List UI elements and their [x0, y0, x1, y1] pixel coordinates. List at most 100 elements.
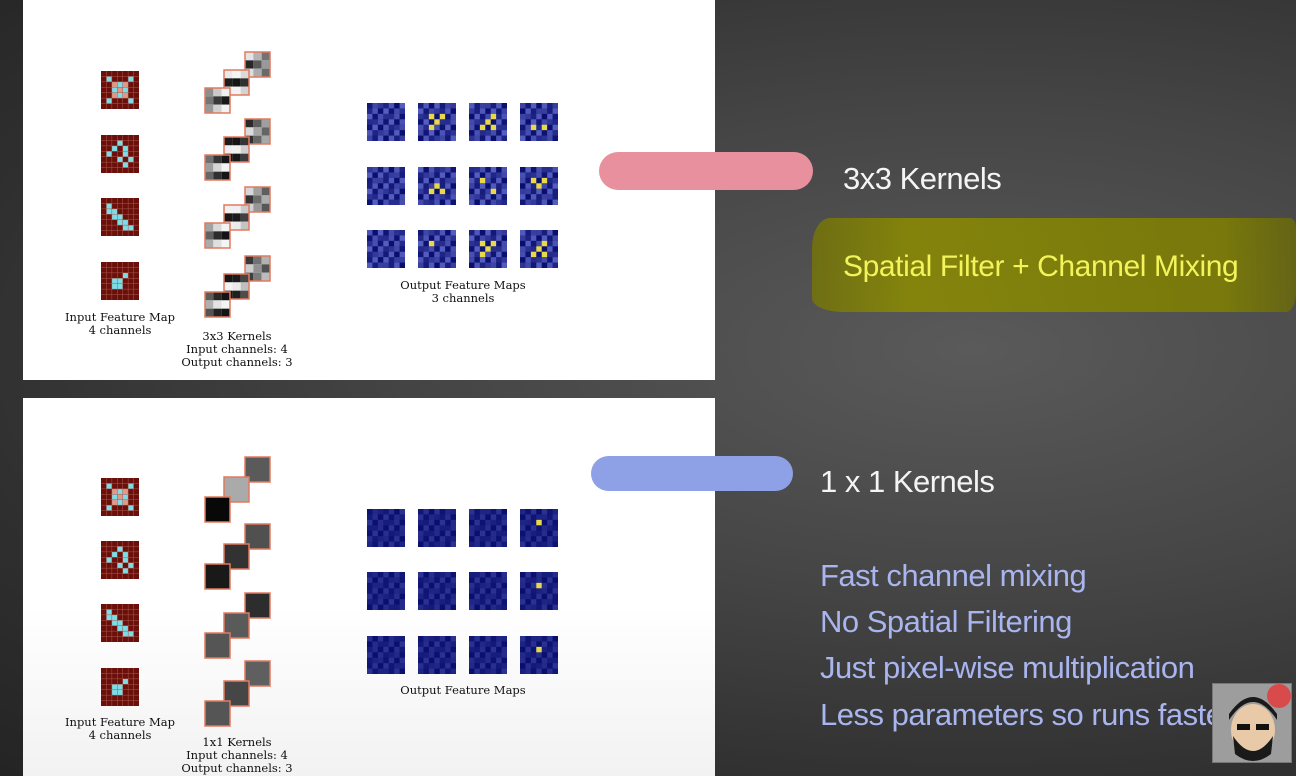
output-map-cell — [547, 588, 553, 594]
output-map-cell — [399, 641, 405, 647]
output-map-cell — [451, 663, 456, 668]
kernel-border — [244, 255, 271, 282]
output-map-cell — [383, 604, 389, 610]
output-map-cell — [536, 246, 542, 252]
output-map-cell — [520, 509, 526, 515]
output-map-cell — [394, 593, 400, 600]
kernel-cell — [253, 68, 262, 77]
output-map-cell — [520, 167, 525, 172]
output-map-cell — [377, 657, 384, 664]
output-map-cell — [451, 572, 456, 577]
output-map-cell — [434, 230, 440, 236]
output-map-cell — [496, 194, 502, 200]
output-map-cell — [536, 536, 542, 542]
output-map-cell — [423, 135, 429, 141]
output-map-cell — [474, 572, 480, 578]
output-map-cell — [394, 658, 399, 663]
output-map-cell — [520, 235, 526, 241]
output-map-cell — [394, 194, 400, 200]
output-map-cell — [418, 582, 424, 589]
output-map-cell — [434, 541, 440, 547]
output-map-cell — [525, 257, 531, 263]
output-map-cell — [372, 636, 377, 641]
kernel-cell — [221, 163, 230, 172]
output-map-cell — [485, 119, 491, 125]
output-map-cell — [383, 646, 389, 653]
kernel-cell — [205, 223, 214, 232]
output-map-cell — [367, 599, 373, 605]
output-map-cell — [536, 199, 542, 205]
output-map-cell — [429, 658, 434, 663]
output-map-cell — [367, 257, 373, 263]
feature-map-cell — [122, 219, 129, 226]
caption-line: Input Feature Map — [65, 715, 175, 729]
output-map-cell — [552, 593, 558, 600]
feature-map-cell — [122, 631, 129, 637]
output-map-cell — [383, 572, 389, 578]
output-map-cell — [450, 251, 456, 258]
output-map-cell — [479, 183, 486, 189]
output-map-cell — [547, 188, 553, 195]
output-map-cell — [394, 530, 400, 537]
output-map-cell — [383, 130, 389, 136]
output-map-cell — [389, 572, 394, 577]
output-map-cell — [485, 167, 491, 173]
output-map-cell — [372, 514, 378, 520]
output-map-cell — [490, 262, 497, 268]
output-map-cell — [485, 519, 491, 526]
output-map-cell — [372, 652, 377, 657]
output-map-cell — [536, 257, 542, 263]
kernel-cell — [205, 163, 214, 172]
output-map-cell — [383, 509, 389, 515]
output-map-cell — [418, 230, 424, 236]
output-map-cell — [428, 257, 435, 263]
kernel-cell — [221, 308, 230, 317]
output-map-cell — [490, 103, 497, 109]
output-map-cell — [469, 599, 475, 605]
output-map-cell — [552, 530, 558, 537]
output-map-cell — [485, 541, 491, 547]
output-map-cell — [451, 257, 456, 262]
output-map-cell — [547, 103, 553, 109]
output-map-cell — [552, 113, 558, 120]
output-map-cell — [520, 172, 526, 178]
output-map-cell — [547, 605, 552, 610]
output-map-cell — [439, 108, 446, 114]
output-map-cell — [525, 652, 531, 658]
output-map-cell — [440, 531, 445, 536]
output-map-cell — [367, 663, 373, 669]
output-map-cell — [383, 251, 389, 258]
output-map-cell — [445, 668, 451, 674]
output-map-cell — [450, 240, 456, 247]
output-map-cell — [434, 599, 440, 605]
output-map-cell — [490, 246, 497, 252]
output-map-cell — [372, 188, 378, 195]
output-map-cell — [490, 593, 497, 600]
output-map-cell — [541, 509, 548, 515]
output-map-cell — [525, 199, 531, 205]
output-map-cell — [490, 124, 497, 131]
output-map-cell — [439, 663, 446, 669]
output-map-cell — [400, 594, 405, 599]
output-map-cell — [383, 657, 389, 664]
output-map-cell — [418, 235, 424, 241]
output-map-cell — [434, 536, 439, 541]
output-map-cell — [541, 119, 548, 125]
output-map-cell — [367, 588, 373, 594]
kernel-cell — [240, 145, 249, 154]
output-map-cell — [378, 588, 383, 593]
kernel-cell — [213, 292, 222, 301]
output-map-cell — [383, 230, 389, 236]
kernel-cell — [221, 104, 230, 113]
output-map-cell — [445, 641, 451, 647]
kernel-cell — [224, 274, 233, 283]
output-map-cell — [450, 509, 456, 515]
output-map-cell — [552, 167, 558, 173]
output-map-cell — [469, 577, 474, 582]
output-map-cell — [485, 188, 491, 195]
output-map-cell — [469, 114, 474, 119]
output-map-cell — [445, 509, 451, 515]
output-map-cell — [552, 240, 558, 247]
kernel-border — [223, 136, 250, 163]
output-map-cell — [394, 509, 399, 514]
